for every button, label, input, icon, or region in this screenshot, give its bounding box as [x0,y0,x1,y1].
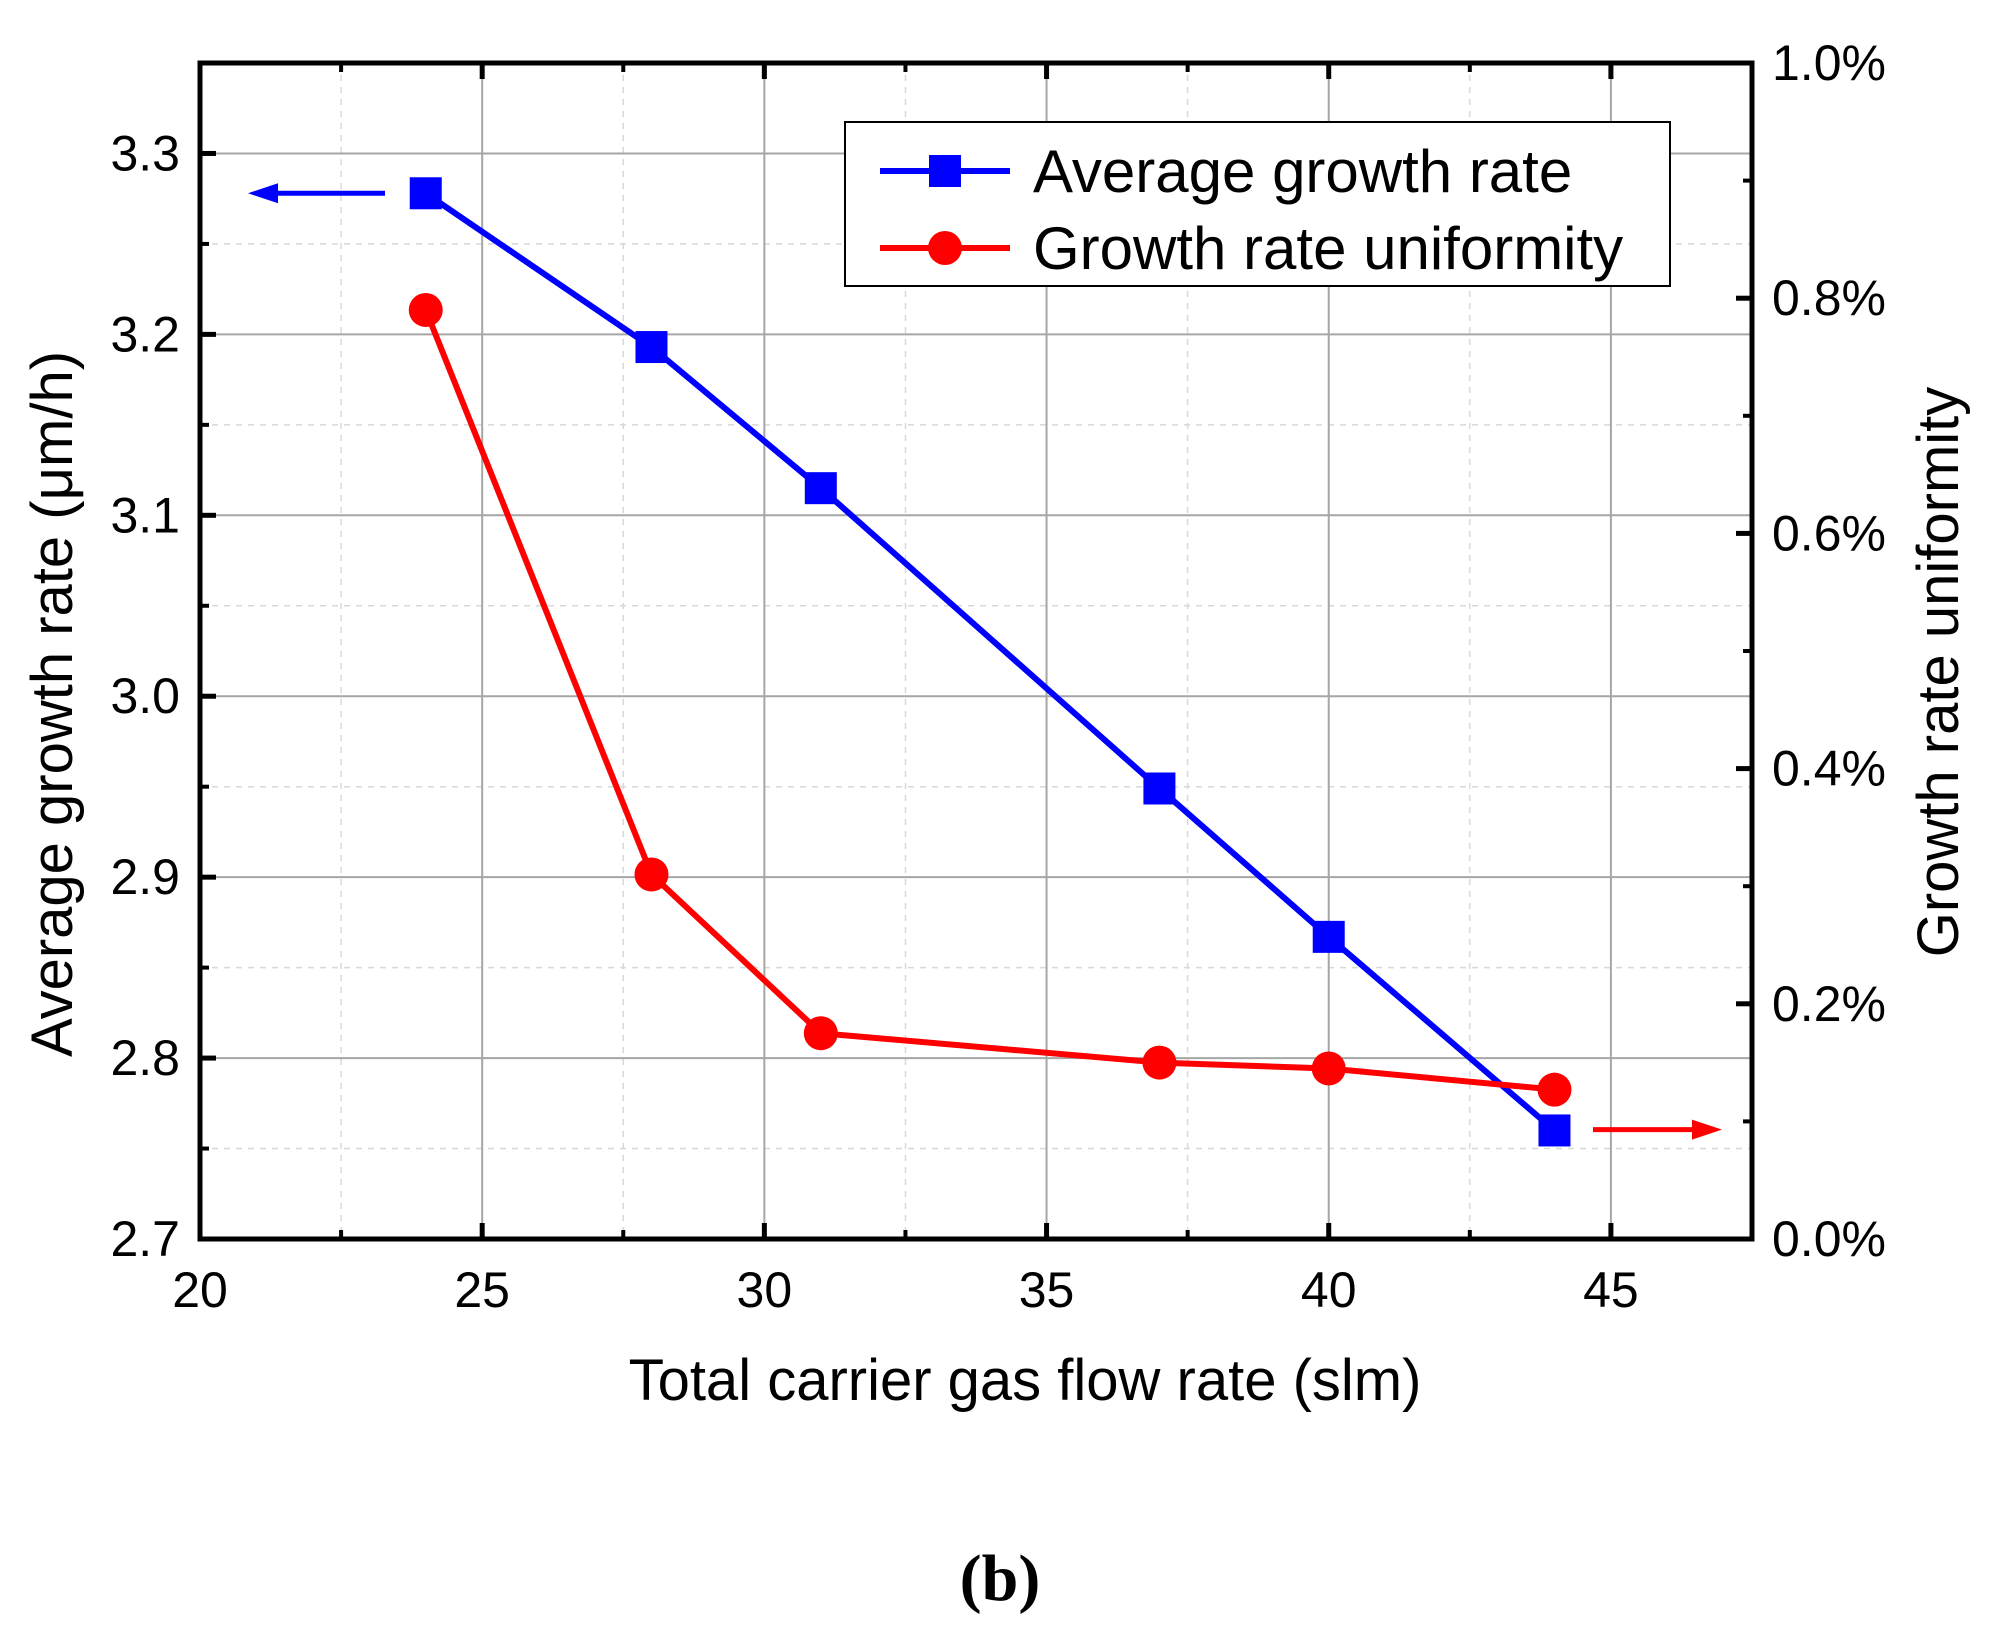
y-tick-label: 3.3 [110,125,180,181]
axis-labels: 20 25 30 35 40 45 2.7 2.8 2.9 3.0 3.1 3.2 3.3 0.0% 0.2… [110,35,1885,1318]
y-tick-label: 2.8 [110,1030,180,1086]
series-layer [408,177,1572,1147]
y2-tick-label: 0.2% [1772,976,1886,1032]
axis-ticks [197,60,1752,1242]
data-point-circle [408,292,443,327]
y-axis-title: Average growth rate (μm/h) [20,351,85,1057]
legend: Average growth rate Growth rate uniformi… [844,121,1671,287]
y2-tick-label: 0.6% [1772,505,1886,561]
data-point-square [804,472,837,505]
x-tick-label: 35 [1019,1262,1075,1318]
legend-box [844,121,1671,287]
legend-label-growth-rate-uniformity: Growth rate uniformity [1033,215,1623,282]
data-point-circle [1311,1051,1346,1086]
data-point-circle [803,1016,838,1051]
y-tick-label: 2.7 [110,1211,180,1267]
x-tick-label: 45 [1583,1262,1639,1318]
data-point-square [409,177,442,210]
series-line-growth-rate-uniformity [422,308,1555,1093]
y-tick-label: 3.1 [110,487,180,543]
series-line-average-growth-rate [424,190,1557,1133]
arrow-right-head [1692,1119,1722,1140]
data-point-square [1143,772,1176,805]
x-tick-label: 30 [737,1262,793,1318]
x-tick-label: 40 [1301,1262,1357,1318]
data-point-circle [634,857,669,892]
x-axis-title: Total carrier gas flow rate (slm) [629,1348,1422,1413]
data-point-circle [1537,1072,1572,1107]
panel-label: (b) [960,1542,1041,1615]
legend-label-average-growth-rate: Average growth rate [1033,138,1572,205]
x-tick-label: 25 [454,1262,510,1318]
y2-tick-label: 1.0% [1772,35,1886,91]
data-point-square [1538,1114,1571,1147]
data-point-square [635,331,668,364]
y2-tick-label: 0.8% [1772,270,1886,326]
x-tick-label: 20 [172,1262,228,1318]
data-point-circle [1142,1045,1177,1080]
annotation-layer [248,183,1722,1140]
data-point-square [1312,920,1345,953]
arrow-left-head [248,183,278,204]
y2-tick-label: 0.0% [1772,1211,1886,1267]
y2-tick-label: 0.4% [1772,741,1886,797]
legend-square-marker [929,155,961,187]
legend-circle-marker [928,231,962,265]
y-tick-label: 3.2 [110,306,180,362]
y-tick-label: 3.0 [110,668,180,724]
y2-axis-title: Growth rate uniformity [1906,387,1971,958]
y-tick-label: 2.9 [110,849,180,905]
